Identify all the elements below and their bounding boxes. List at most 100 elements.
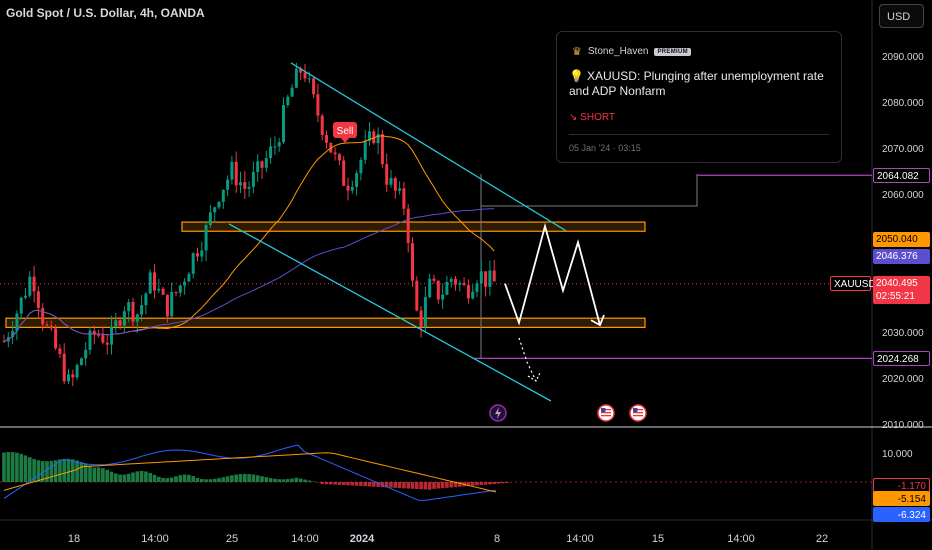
us-flag-stripe: [633, 412, 643, 414]
histogram-bar: [346, 482, 350, 486]
x-tick-label: 15: [652, 533, 664, 545]
candle-body: [251, 172, 255, 187]
histogram-bar: [367, 482, 372, 487]
histogram-bar: [144, 471, 148, 482]
histogram-bar: [286, 479, 290, 482]
histogram-bar: [333, 482, 337, 485]
candle-body: [423, 297, 427, 327]
candle-body: [97, 334, 101, 336]
histogram-bar: [178, 475, 183, 482]
histogram-bar: [372, 482, 376, 487]
histogram-bar: [221, 477, 226, 482]
candle-body: [213, 207, 217, 213]
candle-body: [269, 146, 273, 159]
candle-body: [28, 276, 32, 296]
support-resistance-zone: [181, 221, 646, 232]
x-tick-label: 25: [226, 533, 238, 545]
candle-body: [363, 140, 367, 160]
author-row: ♛ Stone_Haven PREMIUM: [572, 45, 691, 58]
chart-title: Gold Spot / U.S. Dollar, 4h, OANDA: [6, 6, 205, 20]
histogram-bar: [479, 482, 484, 486]
candle-body: [372, 131, 376, 144]
candle-body: [350, 186, 354, 191]
histogram-bar: [174, 476, 178, 482]
candle-body: [346, 185, 350, 191]
oscillator-label-signal: -5.154: [873, 490, 930, 506]
candle-body: [114, 320, 118, 327]
histogram-bar: [230, 475, 234, 482]
histogram-bar: [114, 473, 118, 482]
histogram-bar: [363, 482, 367, 487]
histogram-bar: [32, 458, 36, 482]
y-tick-label: 2060.000: [882, 190, 924, 201]
candle-body: [475, 283, 479, 292]
currency-button[interactable]: USD: [879, 4, 924, 28]
candle-body: [436, 280, 440, 300]
candle-body: [230, 161, 234, 180]
histogram-bar: [6, 452, 11, 482]
candle-body: [200, 250, 204, 257]
histogram-bar: [449, 482, 453, 488]
y-tick-label: 2010.000: [882, 420, 924, 431]
histogram-bar: [204, 479, 208, 482]
candle-body: [178, 285, 182, 293]
candle-body: [41, 307, 45, 325]
histogram-bar: [255, 475, 260, 482]
histogram-bar: [40, 461, 45, 482]
candle-body: [170, 292, 174, 317]
histogram-bar: [152, 474, 157, 482]
candle-body: [208, 212, 212, 225]
channel-upper-line: [290, 62, 567, 232]
histogram-bar: [320, 482, 324, 484]
candle-body: [174, 292, 178, 294]
histogram-bar: [92, 467, 97, 482]
candle-body: [458, 282, 462, 285]
candle-body: [110, 326, 113, 345]
histogram-bar: [122, 474, 127, 482]
histogram-bar: [488, 482, 492, 485]
us-flag-icon: [597, 404, 615, 422]
candle-body: [183, 281, 187, 286]
histogram-bar: [79, 461, 84, 482]
candle-body: [264, 158, 268, 168]
histogram-bar: [341, 482, 346, 486]
candle-body: [303, 72, 307, 79]
histogram-bar: [453, 482, 458, 488]
candle-body: [380, 134, 384, 165]
idea-headline[interactable]: 💡 XAUUSD: Plunging after unemployment rat…: [569, 69, 835, 99]
histogram-bar: [58, 459, 62, 482]
candle-body: [131, 302, 135, 322]
author-name[interactable]: Stone_Haven: [587, 46, 649, 57]
histogram-bar: [501, 482, 505, 484]
oscillator-histogram: [2, 452, 509, 490]
histogram-bar: [243, 473, 247, 482]
histogram-bar: [2, 452, 6, 482]
idea-card[interactable]: ♛ Stone_Haven PREMIUM 💡 XAUUSD: Plunging …: [556, 31, 842, 163]
candle-body: [355, 173, 359, 187]
candle-body: [127, 302, 131, 312]
candle-body: [226, 179, 230, 190]
histogram-bar: [376, 482, 380, 487]
dotted-projection-arrow: [527, 372, 541, 382]
histogram-bar: [415, 482, 419, 490]
histogram-bar: [23, 455, 28, 482]
candle-body: [2, 341, 6, 343]
candle-body: [148, 272, 152, 294]
histogram-bar: [75, 460, 79, 482]
candle-body: [359, 159, 363, 174]
histogram-bar: [36, 460, 41, 482]
candle-body: [36, 291, 40, 308]
histogram-bar: [273, 478, 277, 482]
candle-body: [88, 330, 92, 350]
histogram-bar: [337, 482, 342, 485]
candle-body: [411, 243, 414, 281]
histogram-bar: [126, 473, 131, 482]
histogram-bar: [161, 477, 165, 482]
candle-body: [92, 330, 96, 335]
sell-signal-bg: [333, 122, 357, 138]
candle-body: [393, 178, 397, 191]
x-tick-label: 8: [494, 533, 500, 545]
y-tick-label: 2080.000: [882, 98, 924, 109]
histogram-bar: [88, 465, 92, 482]
histogram-bar: [492, 482, 496, 484]
